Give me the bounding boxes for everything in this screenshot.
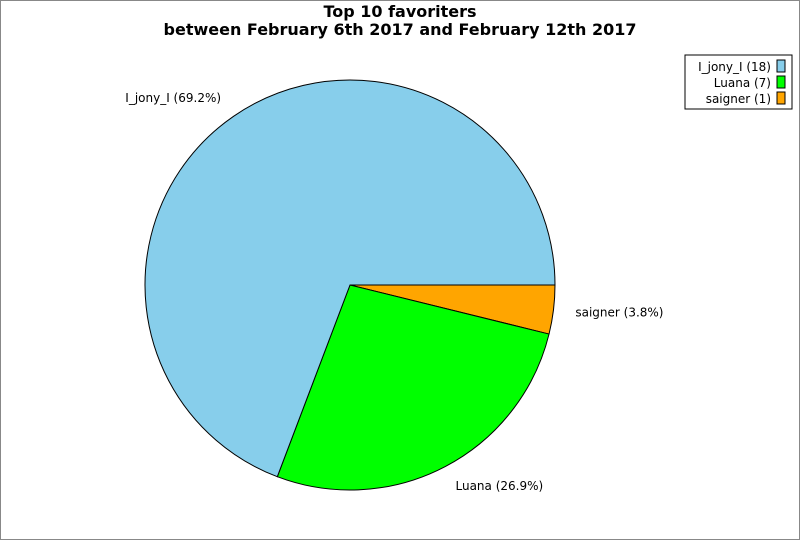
legend-label: saigner (1)	[706, 92, 771, 106]
legend-label: I_jony_I (18)	[698, 60, 771, 74]
slice-label: I_jony_I (69.2%)	[125, 91, 221, 105]
pie-slice-luana	[276, 284, 550, 491]
legend-swatch	[776, 75, 786, 89]
legend-label: Luana (7)	[714, 76, 771, 90]
legend-swatch	[776, 91, 786, 105]
chart-subtitle: between February 6th 2017 and February 1…	[164, 20, 637, 39]
pie-slice-i-jony-i	[144, 79, 556, 478]
legend-swatch	[776, 59, 786, 73]
legend: I_jony_I (18) Luana (7) saigner (1)	[684, 54, 793, 110]
chart-title: Top 10 favoriters	[323, 2, 476, 21]
slice-label: Luana (26.9%)	[455, 479, 543, 493]
legend-box	[684, 54, 793, 110]
slice-label: saigner (3.8%)	[575, 305, 663, 319]
